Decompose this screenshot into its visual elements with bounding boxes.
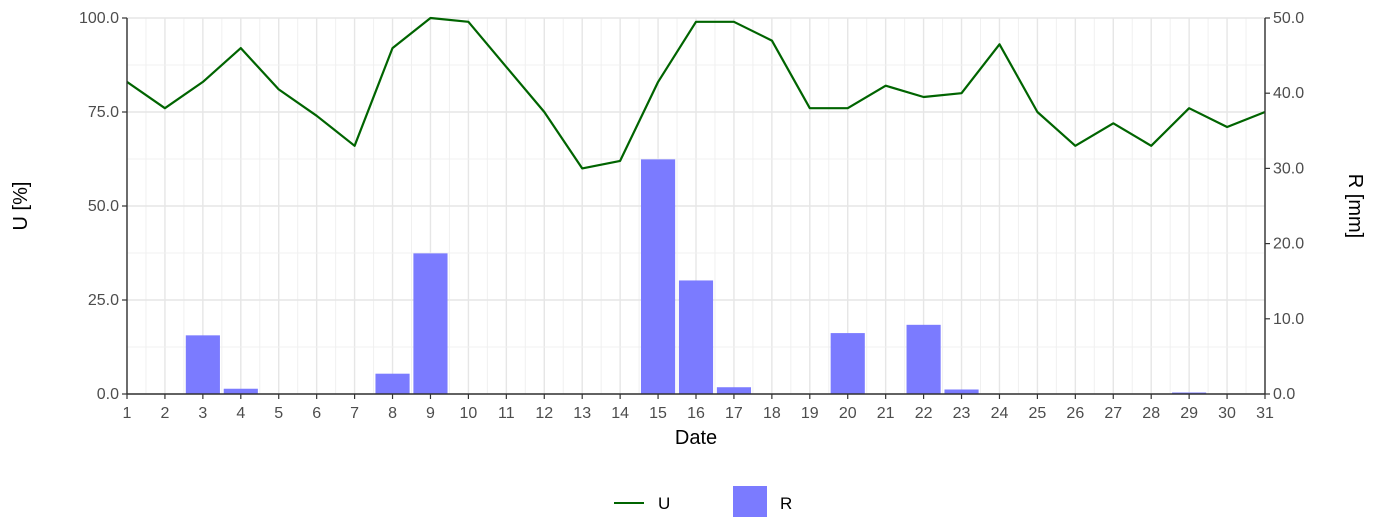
legend: U R: [614, 486, 792, 517]
y-right-tick-label: 40.0: [1273, 85, 1304, 102]
x-tick-label: 30: [1218, 405, 1236, 422]
x-tick-label: 17: [725, 405, 743, 422]
bar-r-day-8: [375, 373, 410, 394]
x-tick-label: 18: [763, 405, 781, 422]
x-tick-label: 10: [460, 405, 478, 422]
x-tick-label: 4: [236, 405, 245, 422]
y-right-tick-label: 0.0: [1273, 386, 1295, 403]
bar-r-day-23: [944, 389, 979, 394]
x-tick-label: 28: [1142, 405, 1160, 422]
bar-r-day-16: [678, 280, 714, 394]
x-tick-label: 26: [1066, 405, 1084, 422]
bar-r-day-17: [716, 387, 752, 394]
bar-r-day-29: [1172, 392, 1207, 394]
bar-r-day-9: [413, 253, 448, 394]
y-left-tick-label: 25.0: [88, 292, 119, 309]
y-right-tick-label: 10.0: [1273, 311, 1304, 328]
x-tick-label: 20: [839, 405, 857, 422]
legend-bar-swatch: [733, 486, 767, 517]
bar-r-day-20: [830, 333, 865, 394]
x-tick-label: 19: [801, 405, 819, 422]
x-tick-label: 21: [877, 405, 895, 422]
x-tick-label: 1: [123, 405, 132, 422]
y-left-tick-label: 0.0: [97, 386, 119, 403]
x-tick-label: 25: [1029, 405, 1047, 422]
x-tick-label: 16: [687, 405, 705, 422]
x-tick-label: 14: [611, 405, 629, 422]
y-right-tick-label: 50.0: [1273, 10, 1304, 27]
x-tick-label: 11: [498, 405, 515, 422]
x-tick-label: 7: [350, 405, 359, 422]
y-left-tick-label: 75.0: [88, 104, 119, 121]
x-tick-label: 24: [991, 405, 1009, 422]
x-tick-label: 27: [1104, 405, 1122, 422]
legend-label-r: R: [780, 494, 792, 513]
y-right-tick-label: 20.0: [1273, 236, 1304, 253]
legend-label-u: U: [658, 494, 670, 513]
x-tick-label: 6: [312, 405, 321, 422]
y-axis-left-title: U [%]: [10, 182, 32, 231]
x-tick-label: 13: [573, 405, 591, 422]
rain-bars: [185, 159, 1207, 394]
x-tick-label: 9: [426, 405, 435, 422]
x-tick-label: 8: [388, 405, 397, 422]
humidity-line: [126, 16, 1266, 170]
bar-r-day-3: [185, 335, 220, 394]
line-u: [126, 16, 1266, 170]
y-left-tick-label: 100.0: [79, 10, 119, 27]
x-tick-label: 31: [1256, 405, 1274, 422]
y-right-tick-label: 30.0: [1273, 160, 1304, 177]
x-tick-label: 22: [915, 405, 933, 422]
x-tick-label: 3: [198, 405, 207, 422]
axes: 0.0 25.0 50.0 75.0 100.0 0.0 10.0 20.0 30.0 40.0 5…: [79, 10, 1304, 422]
x-tick-label: 12: [535, 405, 553, 422]
bar-r-day-22: [906, 324, 941, 394]
x-tick-label: 5: [274, 405, 283, 422]
x-tick-label: 2: [160, 405, 169, 422]
x-axis-title: Date: [675, 427, 717, 449]
y-left-tick-label: 50.0: [88, 198, 119, 215]
bar-r-day-4: [223, 388, 258, 394]
x-tick-label: 23: [953, 405, 971, 422]
bar-r-day-15: [640, 159, 676, 394]
x-tick-label: 29: [1180, 405, 1198, 422]
y-axis-right-title: R [mm]: [1344, 174, 1366, 238]
x-tick-label: 15: [649, 405, 667, 422]
